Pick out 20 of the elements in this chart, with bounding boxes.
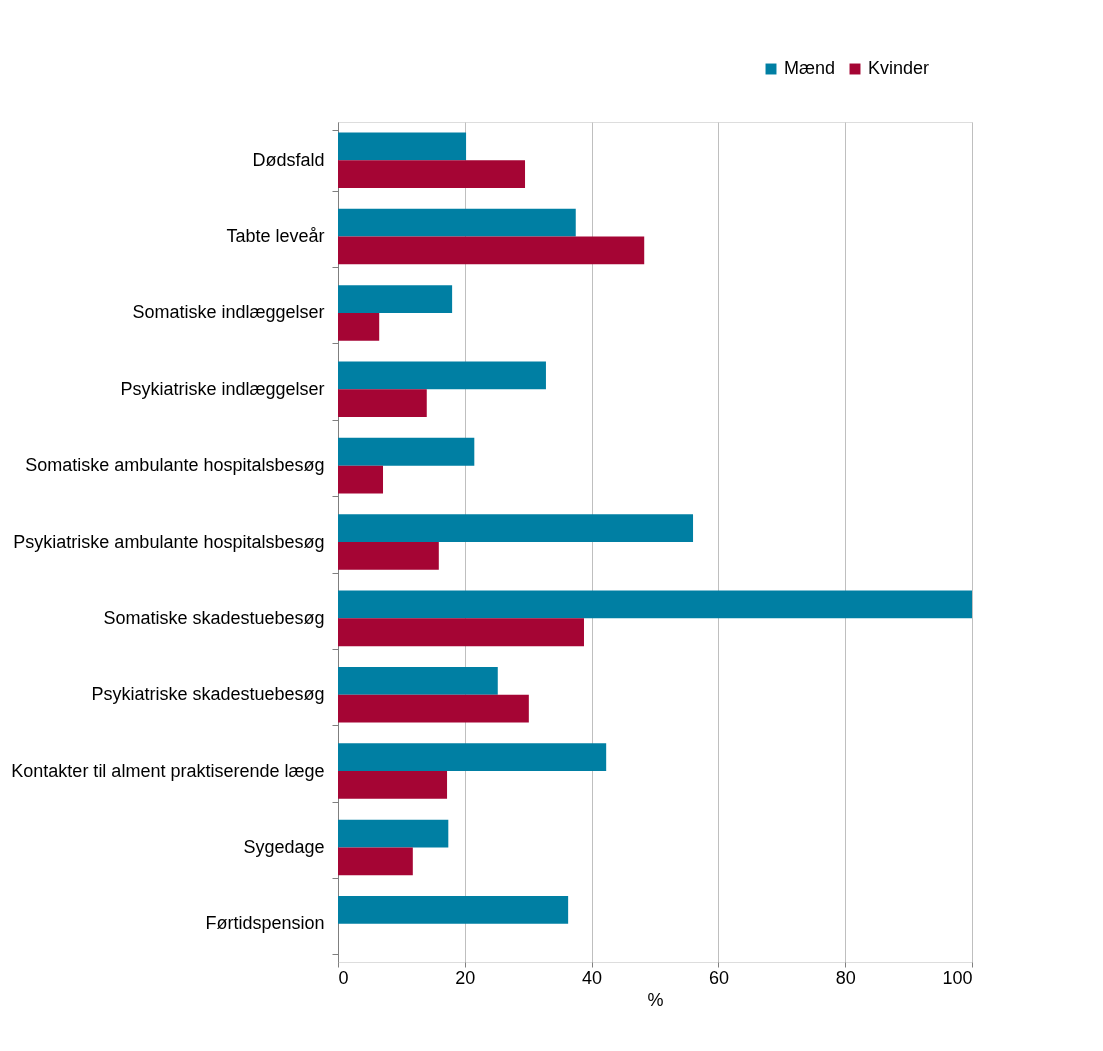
y-tick-label: Dødsfald <box>252 149 325 170</box>
x-tick-label: 20 <box>455 967 476 988</box>
y-tick-label: Somatiske indlæggelser <box>132 302 325 323</box>
x-tick-label: 100 <box>942 967 973 988</box>
y-tick-label: Sygedage <box>243 836 325 857</box>
y-tick-label: Psykiatriske skadestuebesøg <box>91 684 325 705</box>
x-tick-label: 0 <box>338 967 349 988</box>
x-tick-label: 60 <box>708 967 729 988</box>
x-tick-label: 40 <box>582 967 603 988</box>
y-tick-label: Psykiatriske ambulante hospitalsbesøg <box>13 531 325 552</box>
y-tick-label: Førtidspension <box>205 913 325 934</box>
y-tick-label: Kontakter til alment praktiserende læge <box>11 760 325 781</box>
y-tick-label: Tabte leveår <box>226 226 325 247</box>
y-tick-label: Somatiske skadestuebesøg <box>103 607 325 628</box>
y-tick-label: Psykiatriske indlæggelser <box>120 378 325 399</box>
legend-label: Kvinder <box>868 58 930 78</box>
y-tick-label: Somatiske ambulante hospitalsbesøg <box>25 455 325 476</box>
x-tick-label: 80 <box>835 967 856 988</box>
legend-label: Mænd <box>784 58 836 78</box>
x-axis-title: % <box>647 989 664 1010</box>
